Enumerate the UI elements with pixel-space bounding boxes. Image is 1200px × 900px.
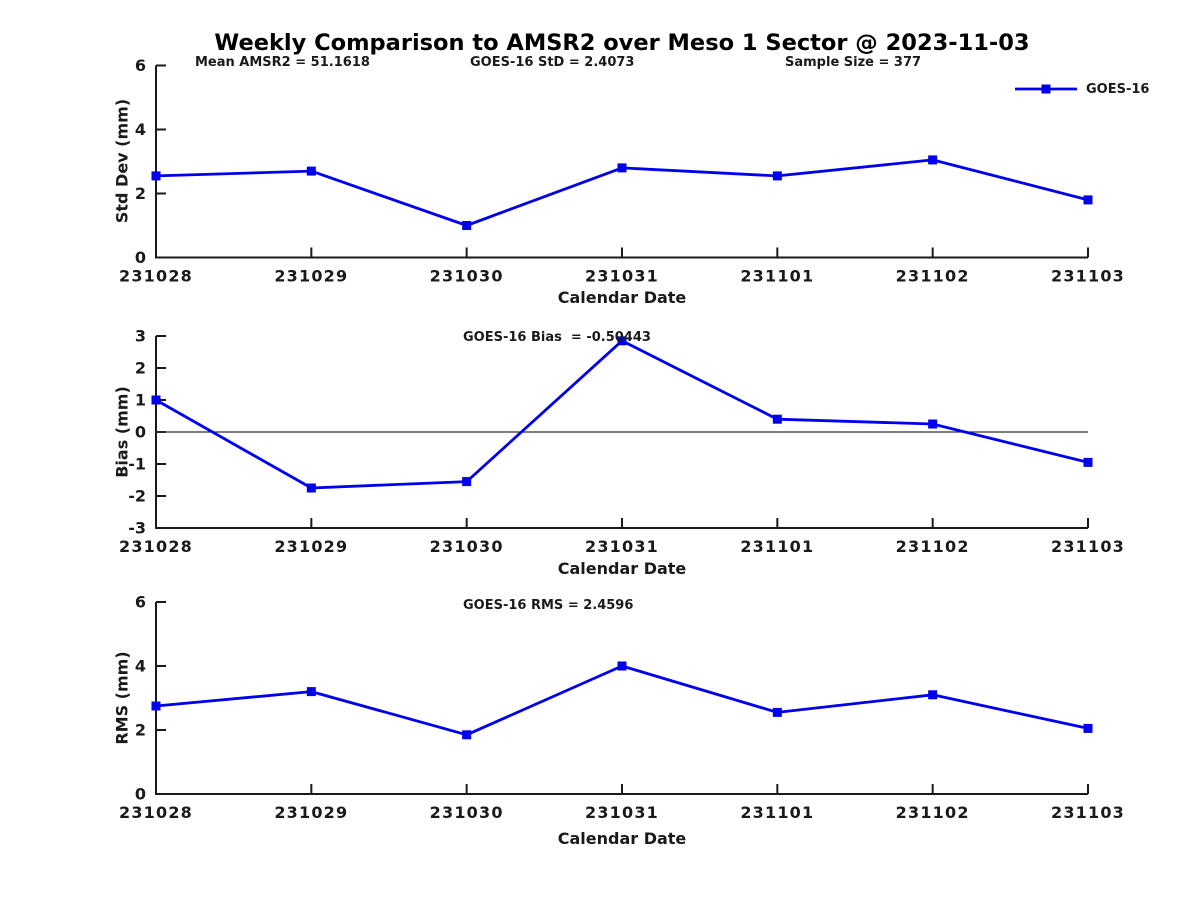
data-point-marker [462,477,472,487]
data-point-marker [462,730,472,740]
y-axis-label-rms: RMS (mm) [112,651,132,745]
data-line [155,339,1089,490]
y-axis-label-std-dev: Std Dev (mm) [112,98,132,224]
data-point-marker [306,687,316,697]
x-tick-label: 231101 [740,537,814,556]
y-tick-label: 1 [135,391,146,410]
x-tick-label: 231102 [896,267,970,286]
x-tick-label: 231031 [585,267,659,286]
y-tick-label: 3 [135,327,146,346]
x-tick-label: 231103 [1051,537,1125,556]
axes-spines [155,65,1088,259]
data-point-marker [617,163,627,173]
y-tick-label: 2 [135,184,146,203]
y-tick-label: 6 [135,56,146,75]
stat-goes16-std: GOES-16 StD = 2.4073 [470,55,635,70]
x-tick-label: 231028 [119,537,193,556]
x-tick-label: 231103 [1051,267,1125,286]
x-axis-label-calendar-date-2: Calendar Date [557,559,687,578]
data-point-marker [1083,457,1093,467]
x-tick-label: 231028 [119,803,193,822]
data-point-marker [151,701,161,711]
data-point-marker [772,171,782,181]
data-point-marker [772,414,782,424]
x-tick-label: 231102 [896,803,970,822]
data-point-marker [306,483,316,493]
data-line [155,664,1089,737]
y-tick-label: -1 [128,455,146,474]
x-axis-label-calendar-date-1: Calendar Date [557,288,687,307]
data-point-marker [928,419,938,429]
x-tick-label: 231030 [430,803,504,822]
x-axis-label-calendar-date-3: Calendar Date [557,829,687,848]
figure-title: Weekly Comparison to AMSR2 over Meso 1 S… [214,30,1030,56]
y-tick-label: -3 [128,519,146,538]
x-tick-label: 231030 [430,267,504,286]
x-tick-label: 231101 [740,267,814,286]
legend-label: GOES-16 [1086,81,1150,97]
data-point-marker [462,221,472,230]
rms-annotation: GOES-16 RMS = 2.4596 [463,598,634,613]
stat-sample-size: Sample Size = 377 [785,55,922,70]
bias-annotation: GOES-16 Bias = -0.50443 [463,330,651,345]
y-tick-label: -2 [128,487,146,506]
data-point-marker [928,690,938,700]
y-tick-label: 0 [135,248,146,267]
x-tick-label: 231101 [740,803,814,822]
x-tick-label: 231102 [896,537,970,556]
data-point-marker [151,395,161,405]
y-tick-label: 2 [135,721,146,740]
x-tick-label: 231030 [430,537,504,556]
y-tick-label: 0 [135,785,146,804]
x-tick-label: 231029 [274,803,348,822]
x-tick-label: 231031 [585,537,659,556]
y-axis-label-bias: Bias (mm) [112,386,132,478]
x-tick-label: 231029 [274,537,348,556]
data-point-marker [1083,723,1093,733]
y-tick-label: 6 [135,593,146,612]
data-point-marker [1083,195,1093,205]
data-point-marker [151,171,161,181]
data-point-marker [928,155,938,165]
data-point-marker [772,707,782,717]
data-point-marker [306,166,316,176]
y-tick-label: 4 [135,657,146,676]
legend: GOES-16 [1015,81,1149,97]
y-tick-label: 0 [135,423,146,442]
legend-key [1015,84,1077,94]
y-tick-label: 4 [135,120,146,139]
x-tick-label: 231103 [1051,803,1125,822]
data-point-marker [617,336,627,346]
x-tick-label: 231029 [274,267,348,286]
legend-square-marker-icon [1041,84,1051,94]
x-tick-label: 231028 [119,267,193,286]
data-point-marker [617,661,627,671]
y-tick-label: 2 [135,359,146,378]
x-tick-label: 231031 [585,803,659,822]
stat-mean-amsr2: Mean AMSR2 = 51.1618 [195,55,370,70]
